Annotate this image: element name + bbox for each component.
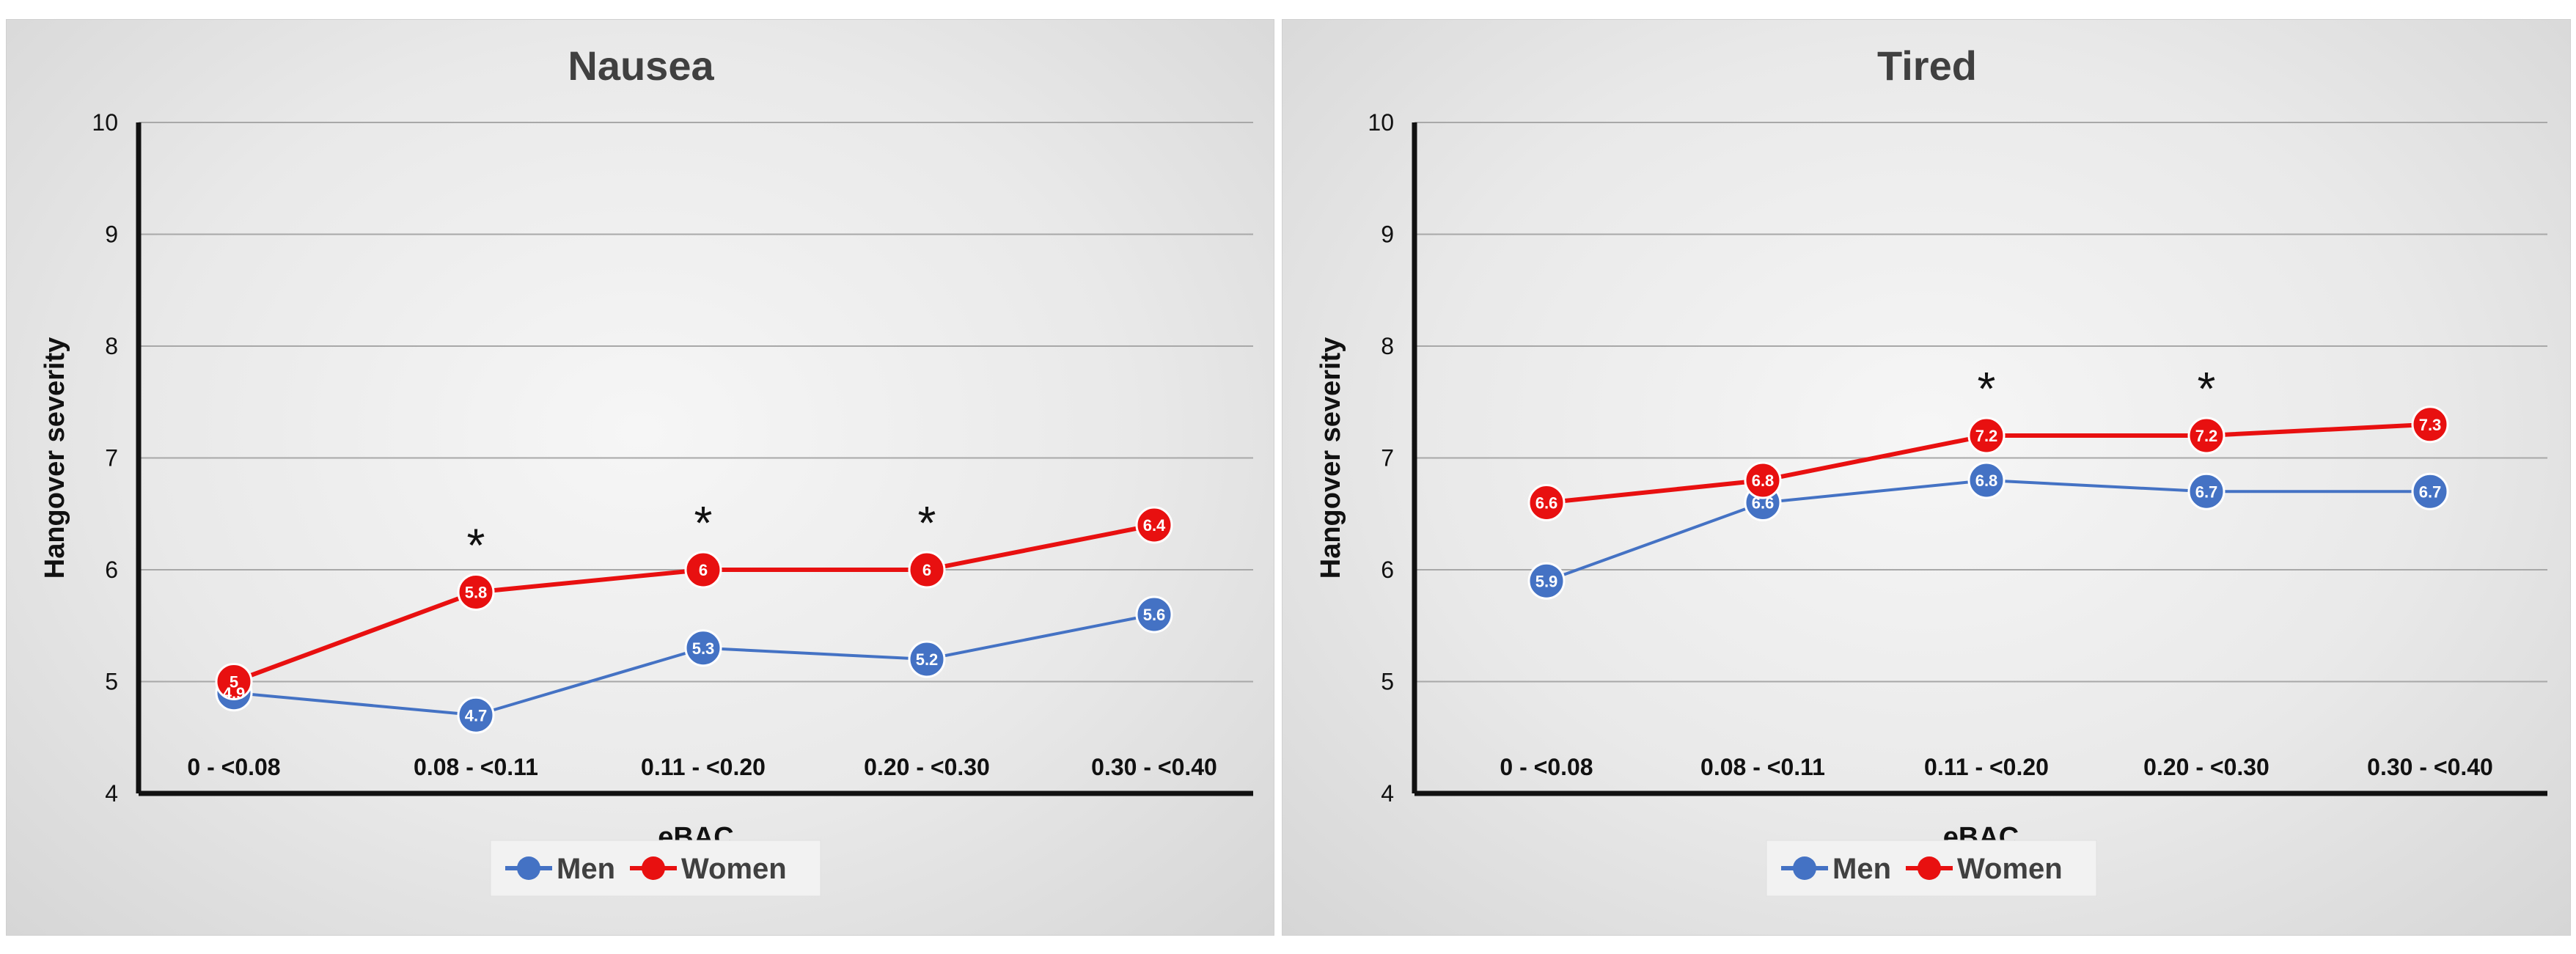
chart-title: Tired	[1877, 43, 1977, 89]
data-label-men: 6.8	[1975, 472, 1998, 490]
significance-star: *	[1978, 362, 1996, 415]
data-point-women	[1527, 484, 1566, 521]
significance-star: *	[2198, 362, 2216, 415]
data-label-women: 6.6	[1535, 494, 1558, 513]
y-tick-label: 10	[92, 109, 118, 136]
data-label-men: 6.7	[2195, 482, 2218, 501]
x-tick-label: 0 - <0.08	[1500, 754, 1593, 780]
y-axis-title: Hangover severity	[1315, 337, 1346, 579]
data-label-men: 6.6	[1752, 494, 1775, 513]
legend-label-women: Women	[1957, 853, 2063, 885]
x-tick-label: 0.11 - <0.20	[1924, 754, 2049, 780]
significance-star: *	[467, 519, 485, 572]
legend-marker-women	[1918, 856, 1941, 880]
data-point-men	[1135, 595, 1173, 634]
data-label-women: 6	[699, 561, 708, 579]
y-tick-label: 8	[1381, 333, 1394, 359]
data-point-women	[1135, 506, 1173, 544]
data-point-women	[908, 551, 946, 589]
x-tick-label: 0.08 - <0.11	[1700, 754, 1825, 780]
y-tick-label: 4	[105, 780, 118, 807]
y-tick-label: 8	[105, 333, 118, 359]
data-label-men: 6.7	[2419, 482, 2442, 501]
x-tick-label: 0 - <0.08	[187, 754, 280, 780]
legend-label-men: Men	[557, 853, 615, 885]
data-label-women: 7.2	[2195, 427, 2218, 445]
data-label-men: 4.7	[465, 706, 488, 724]
data-point-women	[1744, 461, 1782, 499]
data-point-men	[684, 629, 722, 667]
legend-marker-men	[1793, 856, 1816, 880]
data-label-men: 5.6	[1143, 606, 1166, 624]
legend-marker-men	[517, 856, 540, 880]
data-point-women	[215, 663, 253, 700]
y-tick-label: 4	[1381, 780, 1394, 807]
data-point-women	[2411, 406, 2449, 444]
y-tick-label: 9	[105, 221, 118, 248]
chart-panel-tired: Tired 4 5 6 7 8 9 10 0 - <0.08 0.08 - <0.11 0.11 -…	[1282, 19, 2571, 936]
data-label-women: 7.3	[2419, 416, 2442, 434]
legend-label-women: Women	[681, 853, 787, 885]
y-tick-label: 9	[1381, 221, 1394, 248]
y-tick-label: 5	[105, 669, 118, 695]
data-label-women: 6.8	[1752, 472, 1775, 490]
data-label-women: 5	[230, 673, 238, 691]
x-tick-label: 0.08 - <0.11	[414, 754, 538, 780]
data-point-women	[684, 551, 722, 589]
legend-marker-women	[642, 856, 665, 880]
y-tick-label: 6	[1381, 557, 1394, 583]
data-label-men: 4.9	[223, 684, 246, 702]
significance-star: *	[918, 496, 936, 549]
y-tick-label: 5	[1381, 669, 1394, 695]
x-tick-label: 0.20 - <0.30	[864, 754, 990, 780]
data-point-men	[1527, 562, 1566, 600]
x-tick-label: 0.30 - <0.40	[1091, 754, 1217, 780]
y-axis-title: Hangover severity	[40, 337, 70, 579]
data-point-men	[457, 696, 495, 734]
chart-panel-nausea: Nausea 4 5 6 7 8 9 10 0 - <0.08 0.08 - <0.11 0.11 …	[6, 19, 1274, 936]
data-label-men: 5.2	[916, 650, 939, 669]
data-label-women: 7.2	[1975, 427, 1998, 445]
data-label-men: 5.3	[692, 639, 715, 658]
data-point-men	[1967, 461, 2006, 499]
data-point-men	[2187, 472, 2225, 510]
legend-label-men: Men	[1832, 853, 1891, 885]
y-tick-label: 10	[1368, 109, 1394, 136]
chart-title: Nausea	[568, 43, 714, 89]
chart-nausea: Nausea 4 5 6 7 8 9 10 0 - <0.08 0.08 - <0.11 0.11 …	[40, 43, 1253, 897]
data-point-men	[2411, 472, 2449, 510]
x-tick-label: 0.20 - <0.30	[2143, 754, 2269, 780]
data-point-women	[1967, 417, 2006, 455]
data-label-women: 5.8	[465, 584, 488, 602]
y-tick-label: 7	[105, 445, 118, 472]
data-label-women: 6	[922, 561, 931, 579]
y-tick-label: 7	[1381, 445, 1394, 472]
chart-tired: Tired 4 5 6 7 8 9 10 0 - <0.08 0.08 - <0.11 0.11 -…	[1315, 43, 2547, 897]
data-point-women	[2187, 417, 2225, 455]
data-point-women	[457, 573, 495, 611]
significance-star: *	[694, 496, 713, 549]
data-point-men	[908, 640, 946, 678]
x-tick-label: 0.11 - <0.20	[641, 754, 766, 780]
data-label-men: 5.9	[1535, 572, 1558, 590]
x-tick-label: 0.30 - <0.40	[2367, 754, 2493, 780]
y-tick-label: 6	[105, 557, 118, 583]
data-label-women: 6.4	[1143, 516, 1166, 535]
